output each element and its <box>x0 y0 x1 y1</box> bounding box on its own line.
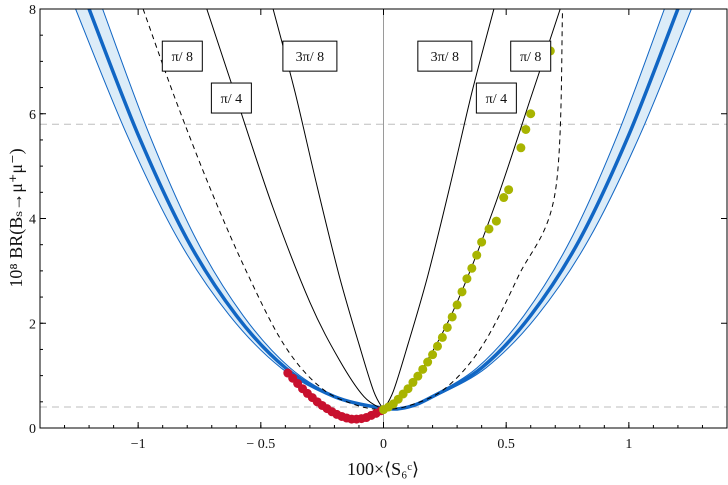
point-series1-9 <box>423 357 433 367</box>
x-tick-label: − 0.5 <box>246 437 275 452</box>
curve-label-box <box>161 40 203 72</box>
point-series1-22 <box>491 216 501 226</box>
x-tick-label: 0 <box>380 437 387 452</box>
point-series1-18 <box>467 263 477 273</box>
scatter-points <box>283 46 555 424</box>
point-series1-11 <box>432 341 442 351</box>
curve-label-box <box>510 40 552 72</box>
point-series1-13 <box>442 322 452 332</box>
point-series1-16 <box>457 287 467 297</box>
reference-lines <box>40 9 727 428</box>
y-tick-label: 4 <box>29 213 36 228</box>
point-series1-14 <box>447 312 457 322</box>
curve-label-text: π/ 4 <box>221 92 242 107</box>
y-axis-title: 10⁸ BR(Bₛ→μ⁺μ⁻) <box>6 148 27 287</box>
curve-label-box <box>475 82 517 114</box>
curve-label-2: 3π/ 8 <box>282 40 338 72</box>
band-fill <box>75 9 384 409</box>
axes: −1 − 0.5 0 0.5 1 0 2 4 6 8 <box>29 3 728 452</box>
curve-label-box <box>417 40 473 72</box>
curve-left-2 <box>272 9 384 410</box>
curve-label-4: π/ 4 <box>475 82 517 114</box>
curve-right-5 <box>383 9 564 411</box>
x-tick-label: 0.5 <box>497 437 515 452</box>
x-tick-label: −1 <box>131 437 146 452</box>
x-axis-title: 100×⟨S₆ᶜ⟩ <box>347 459 419 479</box>
curve-label-3: 3π/ 8 <box>417 40 473 72</box>
curve-label-text: π/ 8 <box>520 50 541 65</box>
point-series1-7 <box>413 371 423 381</box>
curve-label-text: π/ 4 <box>486 92 507 107</box>
curve-label-box <box>282 40 338 72</box>
y-tick-label: 6 <box>29 108 36 123</box>
curve-label-0: π/ 8 <box>161 40 203 72</box>
y-tick-label: 8 <box>29 3 36 18</box>
curve-label-text: 3π/ 8 <box>431 50 459 65</box>
point-series1-6 <box>408 377 418 387</box>
point-series1-27 <box>526 109 536 119</box>
y-tick-label: 2 <box>29 317 36 332</box>
point-series1-12 <box>437 332 447 342</box>
y-tick-label: 0 <box>29 422 36 437</box>
curve-label-box <box>210 82 252 114</box>
curve-left-0 <box>142 9 384 411</box>
curve-annotations: π/ 8 π/ 4 3π/ 8 3π/ 8 π/ 4 π/ 8 <box>161 40 552 114</box>
curve-label-text: 3π/ 8 <box>296 50 324 65</box>
point-series1-20 <box>477 237 487 247</box>
point-series1-8 <box>418 364 428 374</box>
point-series1-10 <box>428 350 438 360</box>
point-series1-19 <box>472 250 482 260</box>
point-series1-5 <box>403 384 413 394</box>
curve-right-3 <box>383 9 495 410</box>
point-series1-17 <box>462 274 472 284</box>
curve-label-text: π/ 8 <box>172 50 193 65</box>
x-tick-label: 1 <box>625 437 632 452</box>
point-series1-25 <box>516 143 526 153</box>
curve-label-1: π/ 4 <box>210 82 252 114</box>
point-series1-24 <box>504 185 514 195</box>
point-series1-26 <box>521 124 531 134</box>
point-series1-23 <box>499 193 509 203</box>
curve-label-5: π/ 8 <box>510 40 552 72</box>
point-series1-21 <box>484 224 494 234</box>
point-series1-15 <box>452 300 462 310</box>
